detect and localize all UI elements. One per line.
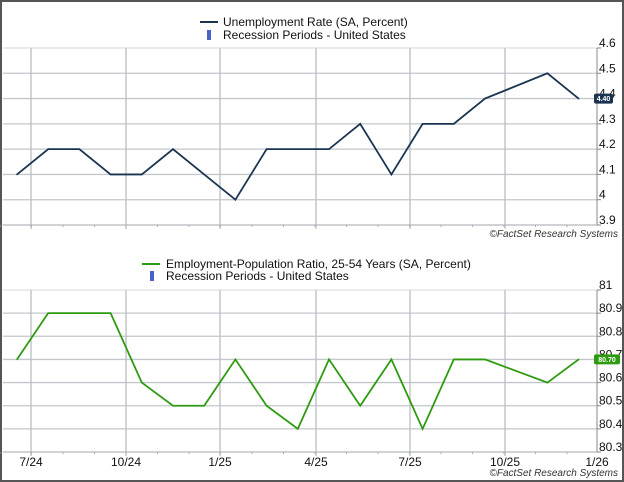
top-data-point bbox=[109, 173, 112, 176]
top-plot-area: 4.64.54.44.34.24.143.94.40 bbox=[0, 36, 616, 229]
top-data-point bbox=[421, 123, 424, 125]
bottom-data-point bbox=[359, 404, 362, 407]
bottom-legend: Employment-Population Ratio, 25-54 Years… bbox=[142, 257, 471, 283]
top-ytick-label: 4 bbox=[599, 188, 606, 202]
top-data-point bbox=[297, 148, 299, 150]
bottom-series-line bbox=[16, 312, 580, 432]
top-ytick-label: 4.3 bbox=[599, 112, 616, 126]
top-data-point bbox=[265, 148, 268, 150]
bottom-data-point bbox=[234, 358, 237, 361]
top-data-point bbox=[328, 148, 330, 150]
x-tick-label: 7/24 bbox=[19, 455, 43, 469]
bottom-data-point bbox=[577, 358, 580, 361]
top-data-point bbox=[577, 97, 580, 100]
top-data-point bbox=[390, 173, 393, 176]
bottom-ytick-label: 80.5 bbox=[599, 394, 623, 408]
top-data-point bbox=[172, 148, 174, 150]
bottom-legend-recession-swatch bbox=[150, 271, 154, 281]
bottom-data-point bbox=[141, 381, 143, 384]
bottom-ytick-label: 80.4 bbox=[599, 417, 623, 431]
x-tick-label: 10/24 bbox=[111, 455, 141, 469]
bottom-data-point bbox=[172, 404, 174, 407]
bottom-legend-recession-label: Recession Periods - United States bbox=[166, 269, 349, 283]
x-tick-label: 1/26 bbox=[585, 455, 609, 469]
bottom-data-point bbox=[47, 312, 49, 314]
top-data-point bbox=[78, 148, 81, 150]
top-data-point bbox=[359, 123, 362, 125]
bottom-last-value-text: 80.70 bbox=[598, 357, 616, 364]
top-series-line bbox=[16, 72, 580, 202]
top-last-value-text: 4.40 bbox=[597, 96, 611, 103]
top-data-point bbox=[16, 173, 18, 176]
top-legend-recession-label: Recession Periods - United States bbox=[223, 28, 406, 42]
top-data-point bbox=[47, 148, 49, 150]
top-data-point bbox=[234, 198, 237, 201]
top-last-value-badge bbox=[594, 93, 613, 104]
top-data-point bbox=[484, 97, 486, 100]
bottom-data-point bbox=[390, 358, 393, 361]
top-credit: ©FactSet Research Systems bbox=[489, 229, 618, 240]
bottom-ytick-label: 80.6 bbox=[599, 371, 623, 385]
bottom-credit: ©FactSet Research Systems bbox=[489, 468, 618, 479]
bottom-data-point bbox=[265, 404, 268, 407]
x-tick-label: 7/25 bbox=[398, 455, 422, 469]
top-ytick-label: 4.2 bbox=[599, 137, 616, 151]
bottom-plot-area: 8180.980.880.780.680.580.480.37/2410/241… bbox=[0, 278, 623, 469]
bottom-ytick-label: 81 bbox=[599, 278, 613, 292]
x-tick-label: 10/25 bbox=[490, 455, 520, 469]
x-tick-label: 1/25 bbox=[208, 455, 232, 469]
top-data-point bbox=[203, 173, 205, 176]
top-legend-series-label: Unemployment Rate (SA, Percent) bbox=[223, 15, 408, 29]
bottom-data-point bbox=[297, 428, 299, 430]
top-data-point bbox=[546, 72, 549, 75]
top-ytick-label: 4.5 bbox=[599, 61, 616, 75]
bottom-data-point bbox=[421, 428, 424, 430]
bottom-data-point bbox=[328, 358, 330, 361]
bottom-data-point bbox=[78, 312, 81, 314]
top-ytick-label: 3.9 bbox=[599, 213, 616, 227]
bottom-data-point bbox=[109, 312, 112, 314]
top-ytick-label: 4.6 bbox=[599, 36, 616, 50]
bottom-ytick-label: 80.3 bbox=[599, 440, 623, 454]
top-legend-recession-swatch bbox=[207, 30, 211, 40]
bottom-data-point bbox=[546, 381, 549, 384]
bottom-data-point bbox=[453, 358, 455, 361]
bottom-data-point bbox=[203, 404, 205, 407]
top-legend: Unemployment Rate (SA, Percent) Recessio… bbox=[200, 15, 408, 42]
top-data-point bbox=[453, 123, 455, 125]
bottom-last-value-badge bbox=[594, 354, 620, 365]
bottom-ytick-label: 80.8 bbox=[599, 324, 623, 338]
bottom-ytick-label: 80.9 bbox=[599, 301, 623, 315]
x-tick-label: 4/25 bbox=[304, 455, 328, 469]
top-ytick-label: 4.1 bbox=[599, 162, 616, 176]
bottom-data-point bbox=[16, 358, 18, 361]
bottom-legend-series-label: Employment-Population Ratio, 25-54 Years… bbox=[166, 257, 471, 271]
top-data-point bbox=[141, 173, 143, 176]
bottom-data-point bbox=[484, 358, 486, 361]
